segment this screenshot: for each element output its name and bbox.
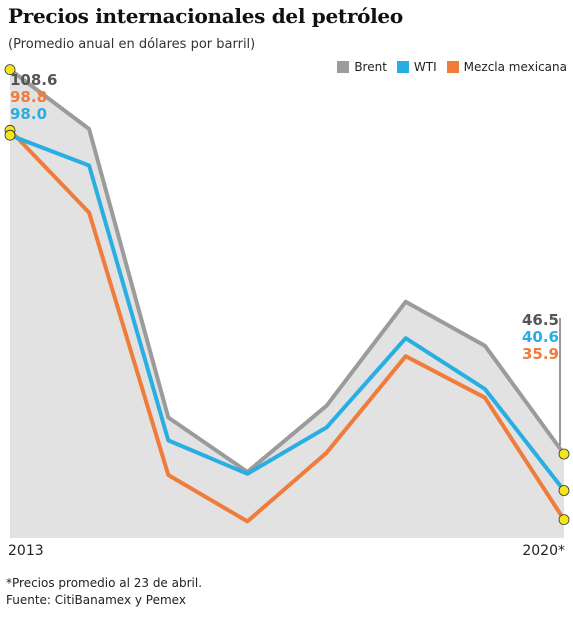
series-line-brent bbox=[8, 68, 566, 474]
legend: Brent WTI Mezcla mexicana bbox=[337, 60, 567, 74]
legend-swatch-brent bbox=[337, 61, 350, 73]
data-point-mezcla-mexicana-end bbox=[558, 514, 570, 525]
end-value-wti: 40.6 bbox=[521, 328, 559, 346]
legend-swatch-wti bbox=[396, 61, 409, 73]
start-value-brent: 108.6 bbox=[10, 71, 58, 89]
legend-item-brent: Brent bbox=[337, 60, 387, 74]
data-point-wti-end bbox=[558, 485, 570, 496]
series-line-wti bbox=[9, 133, 566, 492]
brent-area-fill bbox=[10, 69, 564, 538]
legend-label-mezcla: Mezcla mexicana bbox=[463, 60, 567, 74]
legend-item-wti: WTI bbox=[396, 60, 437, 74]
start-value-mezcla: 98.8 bbox=[10, 88, 48, 106]
start-value-wti: 98.0 bbox=[10, 105, 48, 123]
footnote: *Precios promedio al 23 de abril. bbox=[6, 576, 203, 590]
eagle-watermark-icon bbox=[182, 228, 382, 372]
start-value-labels: 108.6 98.8 98.0 bbox=[10, 72, 57, 123]
x-axis-end-label: 2020* bbox=[522, 543, 565, 559]
data-point-wti-start bbox=[4, 129, 16, 141]
legend-swatch-mezcla bbox=[446, 61, 459, 73]
legend-item-mezcla: Mezcla mexicana bbox=[446, 60, 567, 74]
x-axis-start-label: 2013 bbox=[8, 543, 44, 559]
data-point-brent-end bbox=[558, 448, 570, 460]
chart-subtitle: (Promedio anual en dólares por barril) bbox=[8, 37, 256, 52]
end-value-labels: 46.5 40.6 35.9 bbox=[522, 312, 559, 363]
data-point-brent-start bbox=[4, 64, 16, 75]
end-value-brent: 46.5 bbox=[521, 311, 559, 329]
legend-label-brent: Brent bbox=[354, 60, 387, 74]
series-line-mezcla-mexicana bbox=[8, 128, 566, 524]
legend-label-wti: WTI bbox=[413, 60, 437, 74]
end-value-mezcla: 35.9 bbox=[521, 345, 559, 363]
source-note: Fuente: CitiBanamex y Pemex bbox=[6, 593, 186, 607]
chart-title: Precios internacionales del petróleo bbox=[8, 4, 403, 28]
